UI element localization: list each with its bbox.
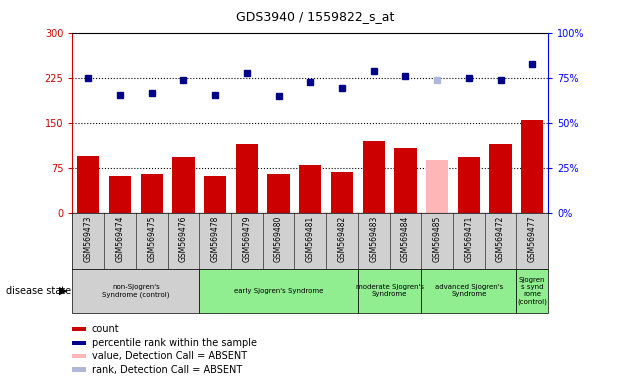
Bar [72, 341, 86, 345]
Bar [299, 165, 321, 213]
Text: GSM569471: GSM569471 [464, 216, 473, 262]
Text: GSM569485: GSM569485 [433, 216, 442, 262]
Bar [204, 176, 226, 213]
Bar [236, 144, 258, 213]
Bar [77, 156, 100, 213]
Bar [72, 269, 199, 313]
Text: disease state: disease state [6, 286, 71, 296]
Text: GSM569474: GSM569474 [115, 216, 125, 262]
Text: GDS3940 / 1559822_s_at: GDS3940 / 1559822_s_at [236, 10, 394, 23]
Bar [72, 367, 86, 372]
Text: GSM569475: GSM569475 [147, 216, 156, 262]
Text: GSM569484: GSM569484 [401, 216, 410, 262]
Bar [199, 269, 358, 313]
Bar [363, 141, 385, 213]
Bar [421, 269, 517, 313]
Bar [358, 269, 421, 313]
Bar [72, 327, 86, 331]
Text: count: count [91, 324, 119, 334]
Text: rank, Detection Call = ABSENT: rank, Detection Call = ABSENT [91, 364, 242, 375]
Text: GSM569483: GSM569483 [369, 216, 378, 262]
Text: GSM569479: GSM569479 [243, 216, 251, 262]
Bar [331, 172, 353, 213]
Text: value, Detection Call = ABSENT: value, Detection Call = ABSENT [91, 351, 246, 361]
Text: ▶: ▶ [59, 286, 67, 296]
Text: GSM569477: GSM569477 [528, 216, 537, 262]
Bar [458, 157, 480, 213]
Bar [426, 160, 448, 213]
Text: GSM569478: GSM569478 [210, 216, 220, 262]
Text: early Sjogren's Syndrome: early Sjogren's Syndrome [234, 288, 323, 294]
Bar [394, 148, 416, 213]
Text: GSM569472: GSM569472 [496, 216, 505, 262]
Bar [173, 157, 195, 213]
Text: GSM569476: GSM569476 [179, 216, 188, 262]
Text: GSM569481: GSM569481 [306, 216, 315, 262]
Text: advanced Sjogren's
Syndrome: advanced Sjogren's Syndrome [435, 285, 503, 297]
Bar [517, 269, 548, 313]
Bar [490, 144, 512, 213]
Bar [109, 176, 131, 213]
Bar [72, 354, 86, 358]
Text: GSM569482: GSM569482 [338, 216, 346, 262]
Text: GSM569480: GSM569480 [274, 216, 283, 262]
Text: percentile rank within the sample: percentile rank within the sample [91, 338, 256, 348]
Bar [521, 120, 543, 213]
Text: moderate Sjogren's
Syndrome: moderate Sjogren's Syndrome [355, 285, 423, 297]
Bar [268, 174, 290, 213]
Text: non-Sjogren's
Syndrome (control): non-Sjogren's Syndrome (control) [102, 284, 169, 298]
Text: GSM569473: GSM569473 [84, 216, 93, 262]
Bar [140, 174, 163, 213]
Text: Sjogren
s synd
rome
(control): Sjogren s synd rome (control) [517, 277, 547, 305]
